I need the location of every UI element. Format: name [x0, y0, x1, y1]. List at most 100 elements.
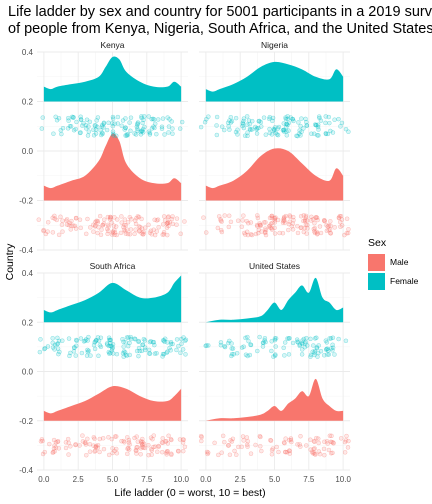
male-point [149, 452, 154, 457]
female-point [150, 339, 156, 345]
female-point [281, 121, 287, 126]
x-tick-label: 2.5 [73, 475, 85, 484]
male-point [139, 440, 144, 445]
female-point [50, 345, 56, 350]
female-point [304, 343, 310, 348]
male-point [170, 214, 175, 219]
female-point [126, 335, 131, 340]
female-point [128, 115, 134, 120]
female-point [308, 352, 314, 358]
male-point [272, 216, 278, 221]
female-point [271, 126, 277, 132]
female-point [140, 342, 146, 347]
female-point [294, 337, 300, 342]
male-point [258, 434, 263, 440]
female-point [245, 122, 250, 127]
female-point [151, 339, 157, 345]
female-point [243, 352, 249, 357]
female-density [205, 61, 344, 102]
male-point [163, 438, 169, 444]
male-point [55, 439, 60, 445]
female-point [229, 118, 235, 124]
male-point [272, 220, 278, 225]
female-point [229, 346, 234, 351]
female-point [108, 350, 113, 356]
female-point [324, 346, 329, 352]
male-point [245, 439, 251, 444]
male-point [234, 452, 239, 457]
female-point [124, 353, 130, 358]
male-point [137, 228, 142, 233]
male-point [328, 230, 333, 236]
male-point [54, 217, 59, 223]
male-point [60, 218, 65, 223]
male-point [94, 218, 99, 224]
male-point [36, 217, 42, 222]
female-point [93, 339, 98, 344]
female-point [229, 351, 235, 357]
male-point [113, 446, 119, 452]
male-point [218, 217, 223, 222]
male-point [304, 218, 310, 223]
female-point [78, 114, 83, 119]
female-point [299, 116, 304, 121]
male-point [126, 440, 132, 445]
female-point [110, 342, 116, 347]
male-point [77, 443, 82, 448]
male-point [303, 222, 309, 228]
female-point [136, 353, 141, 359]
female-point [226, 124, 231, 129]
female-point [93, 131, 99, 136]
female-point [276, 124, 282, 130]
female-point [73, 337, 79, 343]
female-point [110, 351, 116, 356]
female-point [65, 126, 71, 131]
male-point [283, 436, 288, 441]
female-point [97, 343, 103, 348]
x-tick-label: 10.0 [173, 475, 189, 484]
female-point [316, 343, 321, 348]
male-point [160, 232, 165, 237]
male-point [92, 449, 97, 454]
male-point [272, 231, 278, 236]
male-point [339, 223, 345, 228]
female-point [338, 124, 343, 129]
male-point [253, 231, 259, 237]
female-point [68, 124, 74, 129]
female-point [135, 121, 140, 126]
male-point [180, 437, 186, 442]
male-point [222, 213, 227, 218]
male-point [93, 448, 98, 453]
female-density [43, 275, 182, 323]
male-point [50, 230, 56, 235]
female-point [93, 127, 99, 132]
male-point [308, 447, 313, 452]
female-point [133, 336, 138, 342]
female-point [330, 348, 335, 353]
female-point [53, 114, 58, 120]
female-point [128, 334, 133, 340]
male-point [289, 224, 295, 229]
female-point [55, 341, 61, 346]
female-point [246, 338, 251, 344]
female-point [323, 347, 329, 352]
female-point [139, 115, 144, 121]
female-point [147, 130, 153, 136]
female-point [301, 336, 307, 342]
male-point [286, 221, 292, 227]
male-point [133, 227, 138, 232]
female-point [71, 127, 77, 133]
male-point [164, 452, 169, 457]
female-point [56, 115, 62, 121]
legend-key-female [368, 273, 385, 290]
male-point [126, 437, 132, 443]
male-point [101, 446, 107, 452]
female-point [132, 336, 137, 341]
male-point [281, 440, 287, 445]
male-point [63, 218, 69, 223]
female-point [96, 353, 101, 359]
y-tick-label: 0.2 [22, 318, 34, 327]
male-point [141, 441, 147, 447]
male-point [92, 224, 98, 229]
female-point [52, 342, 58, 348]
